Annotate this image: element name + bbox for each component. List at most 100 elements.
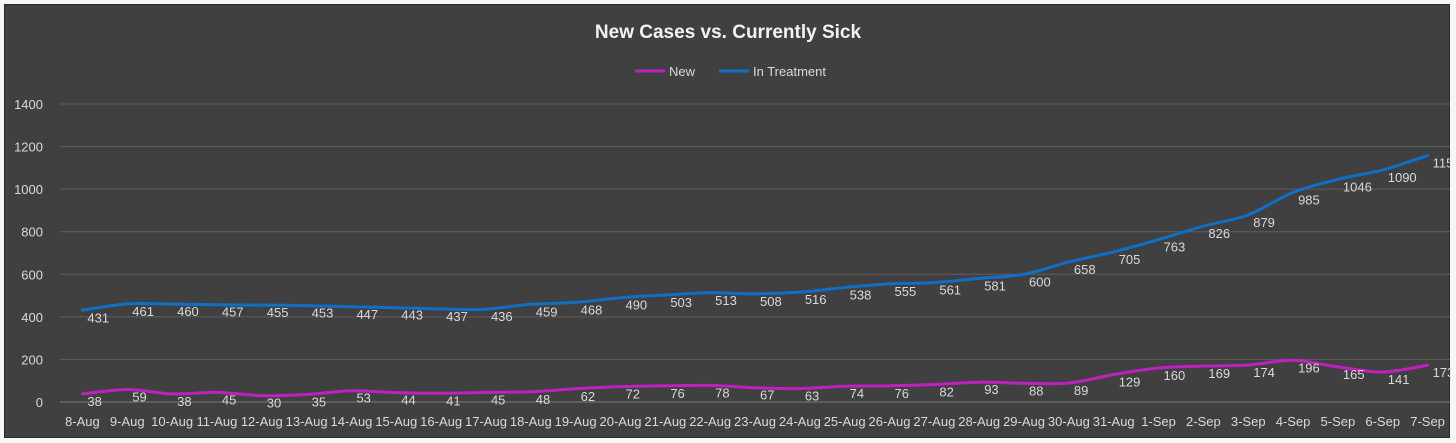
x-tick-label: 20-Aug: [600, 414, 642, 429]
data-label: 78: [715, 385, 729, 400]
x-tick-label: 29-Aug: [1003, 414, 1045, 429]
line-chart: New Cases vs. Currently Sick New In Treat…: [14, 22, 1451, 429]
data-label: 48: [536, 392, 550, 407]
legend-entry: New: [669, 64, 696, 79]
x-tick-label: 18-Aug: [510, 414, 552, 429]
data-label: 35: [312, 395, 326, 410]
x-tick-label: 5-Sep: [1321, 414, 1356, 429]
y-tick-label: 1400: [14, 97, 43, 112]
data-label: 513: [715, 293, 737, 308]
x-tick-label: 16-Aug: [420, 414, 462, 429]
data-label: 658: [1074, 262, 1096, 277]
x-tick-label: 14-Aug: [330, 414, 372, 429]
data-label: 447: [356, 307, 378, 322]
data-label: 516: [805, 292, 827, 307]
data-label: 160: [1164, 368, 1186, 383]
data-labels: 38 59 38 45 30 35 53 44 41 45 48 62 72 76 78 67 63 74 76 82…: [87, 156, 1451, 411]
x-tick-label: 4-Sep: [1276, 414, 1311, 429]
data-label: 508: [760, 294, 782, 309]
x-tick-label: 24-Aug: [779, 414, 821, 429]
data-label: 581: [984, 278, 1006, 293]
data-label: 41: [446, 393, 460, 408]
data-label: 30: [267, 396, 281, 411]
x-tick-label: 11-Aug: [196, 414, 237, 429]
data-label: 67: [760, 388, 774, 403]
data-label: 63: [805, 389, 819, 404]
chart-title: New Cases vs. Currently Sick: [595, 22, 862, 43]
data-label: 174: [1253, 365, 1275, 380]
data-label: 44: [401, 393, 415, 408]
data-label: 431: [87, 310, 109, 325]
data-label: 45: [222, 392, 236, 407]
data-label: 763: [1164, 240, 1186, 255]
data-label: 129: [1119, 375, 1141, 390]
data-label: 436: [491, 309, 513, 324]
data-label: 879: [1253, 215, 1275, 230]
data-label: 196: [1298, 360, 1320, 375]
data-label: 705: [1119, 252, 1141, 267]
x-tick-label: 23-Aug: [734, 414, 776, 429]
x-tick-label: 3-Sep: [1231, 414, 1266, 429]
x-tick-label: 8-Aug: [65, 414, 100, 429]
data-label: 459: [536, 304, 558, 319]
data-label: 826: [1208, 226, 1230, 241]
x-tick-label: 26-Aug: [869, 414, 911, 429]
y-tick-label: 1000: [14, 182, 43, 197]
y-tick-label: 600: [21, 267, 43, 282]
data-label: 1158: [1433, 156, 1451, 171]
y-tick-label: 1200: [14, 140, 43, 155]
data-label: 455: [267, 305, 289, 320]
x-tick-label: 21-Aug: [644, 414, 686, 429]
data-label: 38: [177, 394, 191, 409]
data-label: 38: [87, 394, 101, 409]
x-tick-label: 25-Aug: [824, 414, 866, 429]
x-tick-label: 22-Aug: [689, 414, 731, 429]
data-label: 437: [446, 309, 468, 324]
x-tick-label: 19-Aug: [555, 414, 597, 429]
data-label: 490: [625, 298, 647, 313]
x-tick-label: 12-Aug: [241, 414, 283, 429]
data-label: 45: [491, 392, 505, 407]
x-tick-label: 31-Aug: [1093, 414, 1135, 429]
x-tick-label: 17-Aug: [465, 414, 507, 429]
x-tick-label: 7-Sep: [1410, 414, 1445, 429]
data-label: 53: [356, 391, 370, 406]
data-label: 460: [177, 304, 199, 319]
data-label: 555: [895, 284, 917, 299]
data-label: 62: [581, 389, 595, 404]
data-label: 443: [401, 308, 423, 323]
y-tick-label: 800: [21, 225, 43, 240]
data-label: 93: [984, 382, 998, 397]
data-label: 538: [850, 287, 872, 302]
chart-legend: New In Treatment: [635, 64, 826, 79]
data-label: 141: [1388, 372, 1410, 387]
data-label: 173: [1433, 365, 1451, 380]
data-label: 457: [222, 305, 244, 320]
data-label: 89: [1074, 383, 1088, 398]
y-tick-label: 400: [21, 310, 43, 325]
series-line-new: [80, 358, 1430, 398]
data-label: 561: [939, 283, 961, 298]
chart-area: New Cases vs. Currently Sick New In Treat…: [4, 4, 1451, 438]
x-tick-label: 9-Aug: [110, 414, 145, 429]
y-axis: 0 200 400 600 800 1000 1200 1400: [14, 97, 43, 410]
data-label: 72: [625, 387, 639, 402]
data-label: 1090: [1388, 170, 1417, 185]
data-label: 82: [939, 385, 953, 400]
series-line-in-treatment: [80, 154, 1430, 312]
x-axis: 8-Aug 9-Aug 10-Aug 11-Aug 12-Aug 13-Aug 14-Aug…: [65, 414, 1445, 429]
data-label: 88: [1029, 383, 1043, 398]
data-label: 1046: [1343, 179, 1372, 194]
data-label: 59: [132, 389, 146, 404]
x-tick-label: 2-Sep: [1186, 414, 1221, 429]
x-tick-label: 1-Sep: [1141, 414, 1176, 429]
x-tick-label: 15-Aug: [375, 414, 417, 429]
x-tick-label: 10-Aug: [151, 414, 193, 429]
y-tick-label: 200: [21, 352, 43, 367]
data-label: 503: [670, 295, 692, 310]
x-tick-label: 13-Aug: [286, 414, 328, 429]
x-tick-label: 30-Aug: [1048, 414, 1090, 429]
data-label: 600: [1029, 274, 1051, 289]
series-lines: [80, 154, 1430, 398]
